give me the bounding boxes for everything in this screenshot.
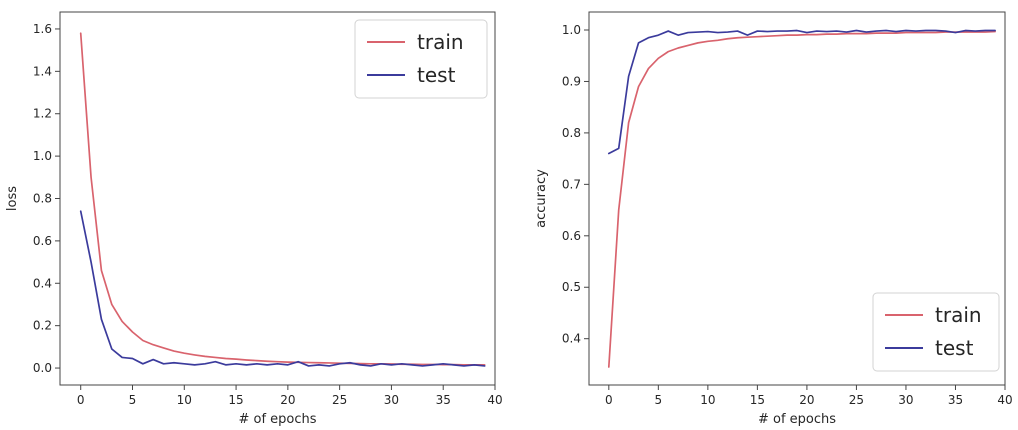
x-tick-label: 0 xyxy=(77,393,85,407)
x-tick-label: 10 xyxy=(177,393,192,407)
x-tick-label: 35 xyxy=(948,393,963,407)
legend-box xyxy=(872,292,1000,372)
y-tick-label: 0.2 xyxy=(33,319,52,333)
series-line-train xyxy=(607,30,996,368)
y-tick-label: 1.4 xyxy=(33,64,52,78)
accuracy-chart: 0 5 10 15 20 25 30 35 40 0.4 0.5 0.6 0.7 0.8 0.9 1.0 # o… xyxy=(534,11,1013,427)
x-tick-label: 25 xyxy=(849,393,864,407)
series-line-test xyxy=(607,29,996,155)
y-tick-label: 0.8 xyxy=(33,192,52,206)
legend-label-train: train xyxy=(417,30,464,54)
x-tick-label: 15 xyxy=(228,393,243,407)
legend: train test xyxy=(872,292,1000,372)
legend-label-test: test xyxy=(417,63,456,87)
y-tick-label: 0.7 xyxy=(562,177,581,191)
plot-frame xyxy=(588,11,1006,386)
legend-label-test: test xyxy=(935,336,974,360)
y-tick-label: 0.8 xyxy=(562,126,581,140)
x-tick-label: 40 xyxy=(487,393,502,407)
y-tick-label: 0.4 xyxy=(562,332,581,346)
legend: train test xyxy=(354,19,488,99)
x-tick-label: 40 xyxy=(997,393,1012,407)
x-tick-label: 30 xyxy=(898,393,913,407)
x-axis-label: # of epochs xyxy=(758,412,836,427)
y-axis-label: accuracy xyxy=(534,169,549,228)
x-tick-label: 25 xyxy=(332,393,347,407)
y-tick-label: 0.0 xyxy=(33,361,52,375)
x-tick-label: 30 xyxy=(384,393,399,407)
x-axis-label: # of epochs xyxy=(238,412,316,427)
x-tick-label: 5 xyxy=(655,393,663,407)
legend-label-train: train xyxy=(935,303,982,327)
x-tick-label: 10 xyxy=(700,393,715,407)
x-tick-label: 5 xyxy=(129,393,137,407)
y-tick-label: 0.5 xyxy=(562,280,581,294)
legend-box xyxy=(354,19,488,99)
y-tick-label: 0.6 xyxy=(562,229,581,243)
x-tick-label: 35 xyxy=(436,393,451,407)
loss-chart: 0 5 10 15 20 25 30 35 40 0.0 0.2 0.4 0.6 0.8 1.0 1.2 1.4… xyxy=(5,11,503,427)
y-tick-label: 1.0 xyxy=(33,149,52,163)
series-line-train xyxy=(79,32,486,366)
x-tick-label: 20 xyxy=(280,393,295,407)
y-tick-label: 1.2 xyxy=(33,107,52,121)
y-tick-label: 0.4 xyxy=(33,276,52,290)
y-tick-label: 1.0 xyxy=(562,23,581,37)
x-tick-label: 15 xyxy=(750,393,765,407)
x-tick-label: 20 xyxy=(799,393,814,407)
series-line-test xyxy=(79,210,486,367)
x-tick-label: 0 xyxy=(605,393,613,407)
y-axis-label: loss xyxy=(5,186,20,211)
y-tick-label: 0.6 xyxy=(33,234,52,248)
y-tick-label: 0.9 xyxy=(562,74,581,88)
y-tick-label: 1.6 xyxy=(33,22,52,36)
